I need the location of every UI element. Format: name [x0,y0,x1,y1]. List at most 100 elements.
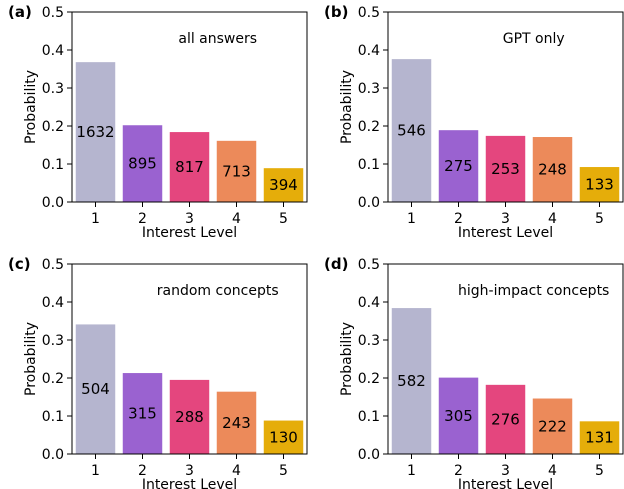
y-tick-label: 0.5 [358,257,380,273]
bar [122,373,163,454]
y-tick-label: 0.4 [358,43,380,59]
panel-letter: (c) [8,255,31,273]
bar [169,379,210,454]
bar-count-label: 130 [269,428,298,446]
bar-count-label: 275 [444,157,473,175]
x-axis-label: Interest Level [458,225,553,241]
bar-count-label: 131 [585,429,614,447]
bar [391,59,432,203]
x-tick-label: 1 [407,463,416,479]
panel-letter: (b) [324,3,348,21]
y-tick-label: 0.4 [358,295,380,311]
chart-panel-2: 546 275 253 248 133 0.0 0.1 0.2 0.3 0.4 0.5 1 2 3 4 5 In… [324,3,624,241]
x-tick-label: 4 [232,211,241,227]
bar-count-label: 817 [175,158,204,176]
bar [485,384,526,454]
y-tick-label: 0.2 [42,119,64,135]
x-axis-label: Interest Level [142,477,237,489]
bar [75,62,116,202]
x-tick-label: 3 [185,463,194,479]
x-tick-label: 1 [91,463,100,479]
y-axis-label: Probability [339,322,355,396]
bar [216,140,257,202]
bar-count-label: 582 [397,372,426,390]
y-tick-label: 0.5 [358,5,380,21]
chart-title: all answers [178,31,257,47]
bar-count-label: 713 [222,162,251,180]
bar [438,130,479,202]
x-tick-label: 4 [232,463,241,479]
bar [485,135,526,202]
y-tick-label: 0.1 [42,409,64,425]
bar-count-label: 305 [444,407,473,425]
bar-count-label: 276 [491,410,520,428]
chart-panel-1: 1632 895 817 713 394 0.0 0.1 0.2 0.3 0.4 0.5 1 2 3 4 5 I… [8,3,308,241]
bar [438,377,479,454]
chart-panel-3: 504 315 288 243 130 0.0 0.1 0.2 0.3 0.4 0.5 1 2 3 4 5 In… [8,255,308,489]
bar-count-label: 394 [269,176,298,194]
bar-count-label: 895 [128,155,157,173]
y-tick-label: 0.5 [42,257,64,273]
x-axis-label: Interest Level [142,225,237,241]
x-tick-label: 4 [548,463,557,479]
chart-panels: 1632 895 817 713 394 0.0 0.1 0.2 0.3 0.4 0.5 1 2 3 4 5 I… [8,3,624,489]
x-tick-label: 2 [138,211,147,227]
y-tick-label: 0.4 [42,43,64,59]
bar-count-label: 1632 [76,123,114,141]
y-tick-label: 0.0 [42,447,64,463]
chart-panel-4: 582 305 276 222 131 0.0 0.1 0.2 0.3 0.4 0.5 1 2 3 4 5 In… [324,255,624,489]
bar [169,132,210,202]
x-tick-label: 2 [138,463,147,479]
panel-letter: (d) [324,255,348,273]
y-tick-label: 0.3 [42,333,64,349]
bar-count-label: 504 [81,380,110,398]
y-tick-label: 0.3 [42,81,64,97]
bar-count-label: 546 [397,122,426,140]
y-tick-label: 0.4 [42,295,64,311]
x-tick-label: 4 [548,211,557,227]
x-tick-label: 5 [595,463,604,479]
bar [263,420,304,454]
y-tick-label: 0.3 [358,333,380,349]
y-tick-label: 0.5 [42,5,64,21]
bar [75,324,116,454]
bar-count-label: 315 [128,405,157,423]
chart-title: GPT only [503,31,565,47]
y-tick-label: 0.0 [358,195,380,211]
x-tick-label: 2 [454,463,463,479]
x-tick-label: 5 [279,211,288,227]
chart-title: high-impact concepts [458,283,609,299]
y-tick-label: 0.1 [358,409,380,425]
bar [122,125,163,202]
y-axis-label: Probability [23,322,39,396]
bar [216,391,257,454]
bar-count-label: 243 [222,414,251,432]
bar [391,308,432,454]
bar-count-label: 288 [175,408,204,426]
chart-title: random concepts [157,283,279,299]
y-tick-label: 0.2 [358,371,380,387]
y-tick-label: 0.0 [358,447,380,463]
bar-count-label: 133 [585,176,614,194]
y-axis-label: Probability [339,70,355,144]
x-tick-label: 1 [91,211,100,227]
y-tick-label: 0.3 [358,81,380,97]
bar [532,137,573,202]
x-tick-label: 1 [407,211,416,227]
bar [579,421,620,454]
bar [263,168,304,202]
panel-letter: (a) [8,3,32,21]
x-tick-label: 3 [501,211,510,227]
y-tick-label: 0.2 [42,371,64,387]
x-tick-label: 5 [279,463,288,479]
y-tick-label: 0.0 [42,195,64,211]
y-tick-label: 0.2 [358,119,380,135]
x-tick-label: 3 [501,463,510,479]
y-tick-label: 0.1 [358,157,380,173]
x-tick-label: 2 [454,211,463,227]
x-axis-label: Interest Level [458,477,553,489]
x-tick-label: 3 [185,211,194,227]
bar-count-label: 253 [491,160,520,178]
y-tick-label: 0.1 [42,157,64,173]
